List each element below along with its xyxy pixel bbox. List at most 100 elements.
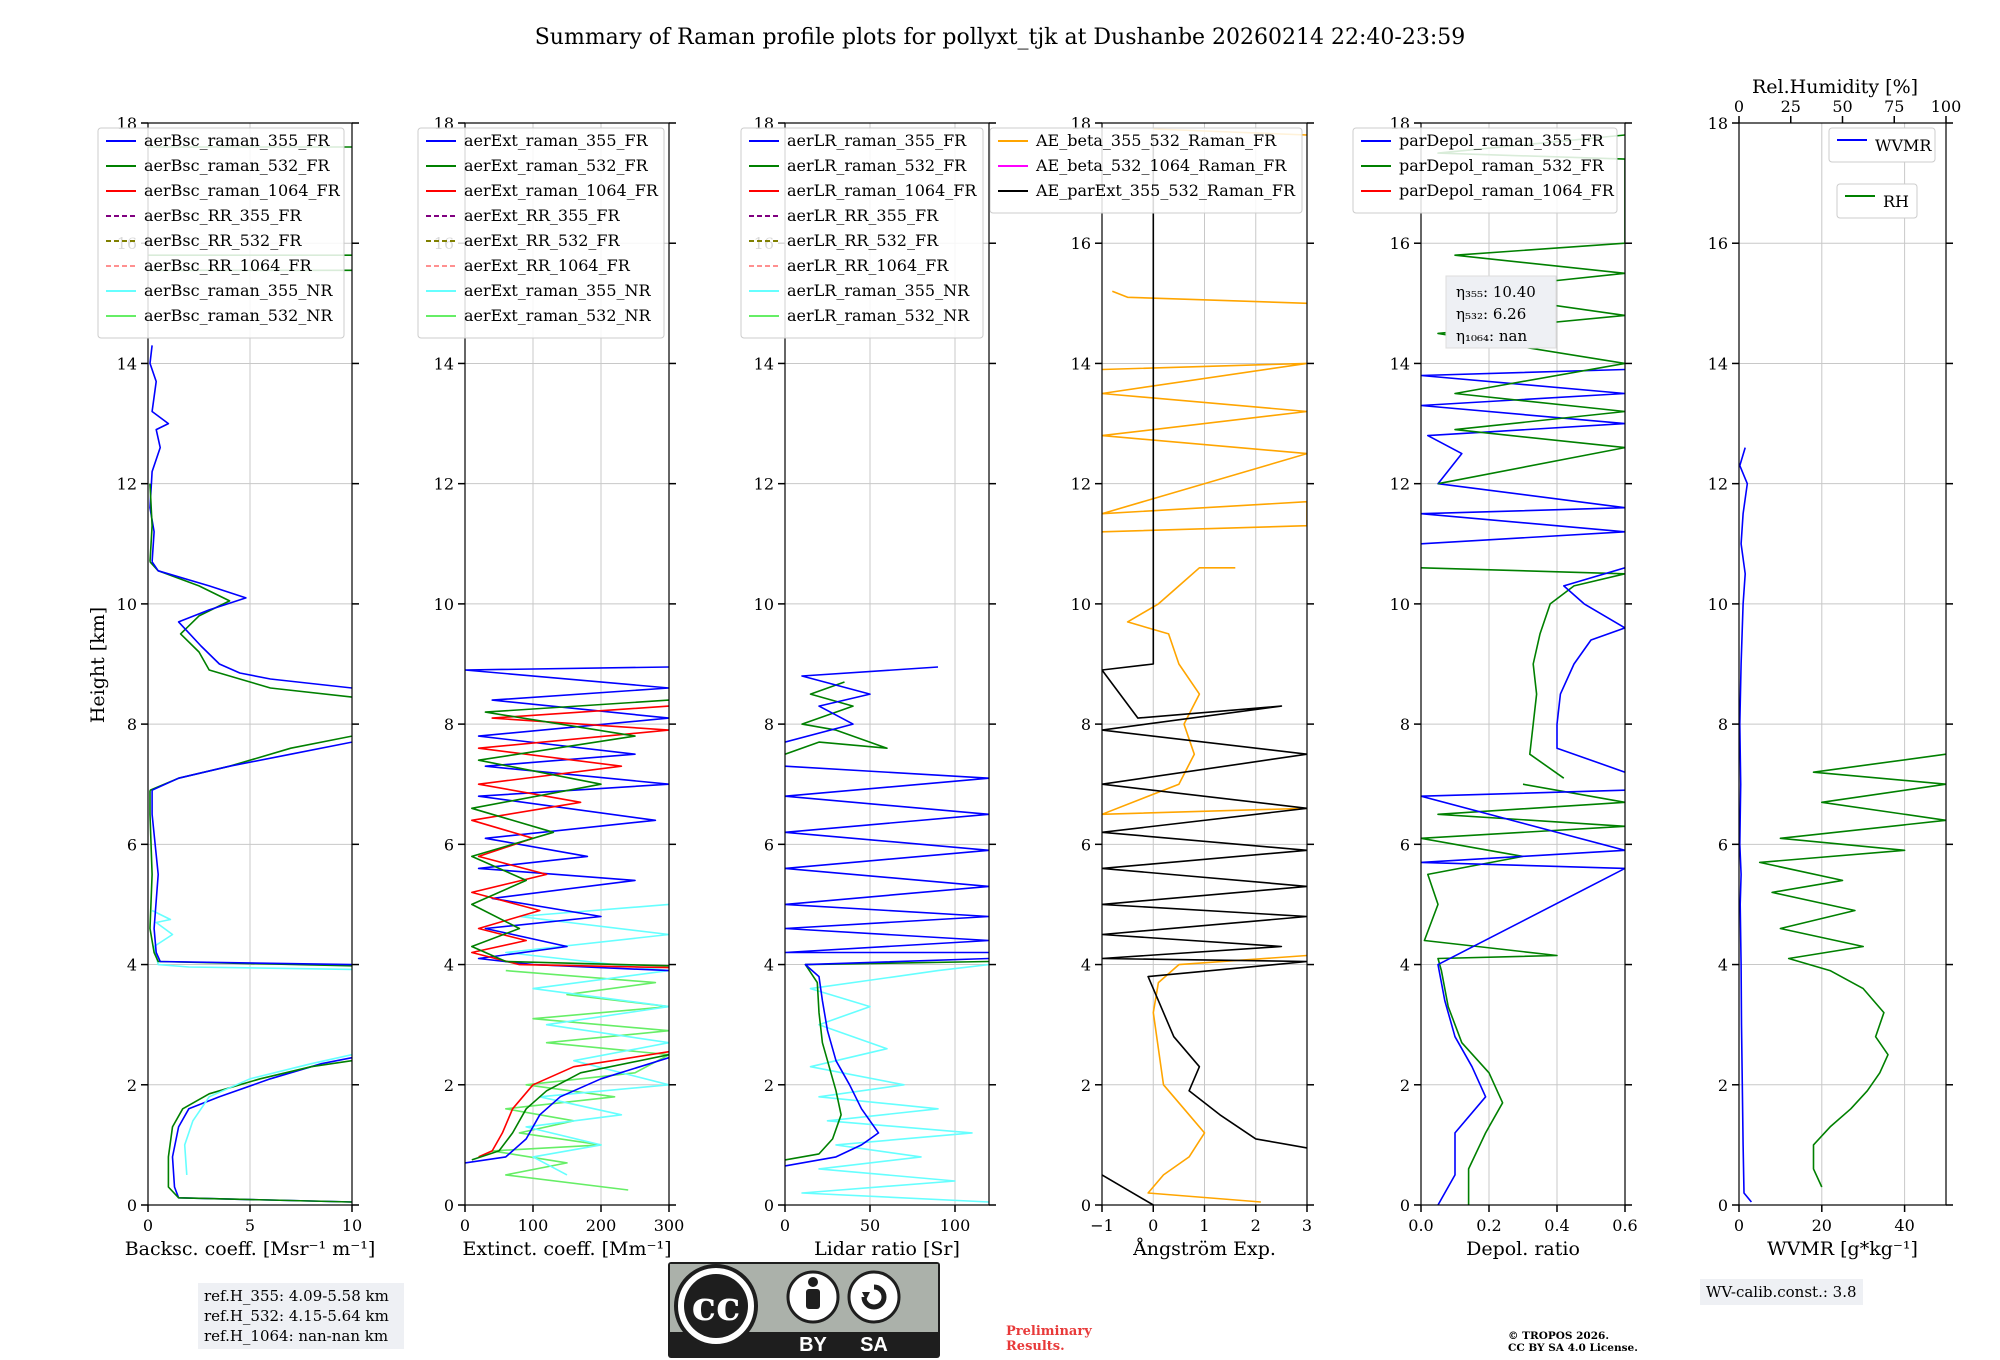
eta-1064: η₁₀₆₄: nan [1456,327,1527,345]
x-axis-label: Lidar ratio [Sr] [814,1238,960,1260]
preliminary-line1: Preliminary [1006,1324,1092,1339]
sa-label: SA [860,1334,888,1356]
y-tick-label: 12 [1708,475,1728,494]
y-axis-label: Height [km] [87,607,109,723]
y-tick-label: 12 [117,475,137,494]
series-line [785,681,888,755]
legend-entry: aerBsc_raman_532_NR [144,306,333,325]
series-line [1112,290,1307,305]
series-line [478,1050,669,1158]
x-tick-label: 0 [460,1216,470,1235]
ref-height-box: ref.H_355: 4.09-5.58 km ref.H_532: 4.15-… [198,1283,404,1349]
cc-license-badge: cc BY SA [668,1262,940,1358]
y-tick-label: 8 [444,715,454,734]
x-tick-label: 2 [1251,1216,1261,1235]
series-line [465,666,669,972]
series-line [1102,567,1307,816]
legend-entry: aerExt_raman_355_FR [464,131,649,150]
y-tick-label: 14 [1708,354,1728,373]
series-line [151,561,352,689]
series-group [785,666,989,1203]
y-tick-label: 4 [1718,956,1728,975]
axes-frame [784,122,990,1206]
series-line [471,699,669,967]
top-tick-label: 0 [1734,97,1744,116]
legend-box [1352,127,1618,214]
legend-entry: parDepol_raman_355_FR [1399,131,1605,150]
legend-entry: aerLR_raman_532_FR [787,156,967,175]
x-tick-label: 100 [518,1216,549,1235]
ref-h-1064: ref.H_1064: nan-nan km [204,1327,389,1345]
wv-calib-box: WV-calib.const.: 3.8 [1700,1279,1863,1305]
legend-entry: RH [1883,192,1909,211]
y-tick-label: 14 [1071,354,1091,373]
cc-badge-graphic: cc BY SA [670,1264,938,1356]
series-line [149,735,352,791]
legend-entry: aerBsc_RR_355_FR [144,206,302,225]
legend-entry: aerExt_raman_532_FR [464,156,649,175]
series-line [1556,567,1625,773]
series-line [785,765,989,954]
top-tick-label: 100 [1931,97,1962,116]
y-tick-label: 2 [1081,1076,1091,1095]
panel-backscatter: 0246810121416180510Backsc. coeff. [Msr⁻¹… [97,114,375,1260]
y-tick-label: 4 [764,956,774,975]
legend-box [417,127,665,339]
x-tick-label: 0.0 [1408,1216,1433,1235]
legend-entry: aerExt_raman_355_NR [464,281,652,300]
series-line [785,957,989,1167]
axes-frame [1738,122,1947,1206]
legend-entry: aerLR_RR_1064_FR [787,256,949,275]
series-line [151,741,352,791]
legend-entry: aerLR_RR_355_FR [787,206,939,225]
copyright-note: © TROPOS 2026. CC BY SA 4.0 License. [1508,1330,1638,1354]
top-tick-label: 25 [1781,97,1801,116]
x-tick-label: 20 [1812,1216,1832,1235]
by-head [808,1277,818,1287]
x-tick-label: 40 [1894,1216,1914,1235]
legend-box [740,127,984,339]
y-tick-label: 12 [434,475,454,494]
series-line [465,1056,669,1164]
y-tick-label: 2 [127,1076,137,1095]
series-line [801,963,989,1203]
sa-arrow-head [862,1292,870,1300]
series-line [1102,1174,1154,1205]
legend-entry: aerBsc_raman_1064_FR [144,181,341,200]
legend-entry: aerBsc_raman_355_FR [144,131,330,150]
x-tick-label: 0 [143,1216,153,1235]
legend-box-rh [1836,183,1918,219]
y-tick-label: 10 [1390,595,1410,614]
x-axis-label: Ångström Exp. [1132,1238,1276,1260]
x-axis-label: Extinct. coeff. [Mm⁻¹] [462,1238,671,1260]
y-tick-label: 6 [1400,835,1410,854]
y-tick-label: 10 [754,595,774,614]
legend-entry: aerBsc_raman_532_FR [144,156,330,175]
cc-text: cc [692,1283,741,1330]
legend-entry: aerBsc_RR_532_FR [144,231,302,250]
y-tick-label: 6 [1081,835,1091,854]
legend-entry: aerExt_RR_532_FR [464,231,621,250]
legend-entry: aerExt_raman_1064_FR [464,181,659,200]
series-line [183,1053,352,1175]
x-tick-label: 300 [654,1216,685,1235]
axes-frame [464,122,670,1206]
top-axis-label: Rel.Humidity [%] [1752,76,1918,98]
y-tick-label: 4 [444,956,454,975]
x-tick-label: 0.6 [1612,1216,1637,1235]
x-tick-label: −1 [1090,1216,1114,1235]
x-tick-label: 10 [342,1216,362,1235]
y-tick-label: 8 [127,715,137,734]
legend-entry: AE_beta_532_1064_Raman_FR [1035,156,1287,175]
series-line [151,909,352,971]
series-line [149,790,352,967]
series-line [1102,362,1307,533]
y-tick-label: 4 [1400,956,1410,975]
legend-box-wvmr [1828,127,1936,163]
series-line [171,1056,352,1203]
cc-inner-icon [684,1274,748,1338]
top-tick-label: 75 [1884,97,1904,116]
series-line [1421,783,1625,1205]
